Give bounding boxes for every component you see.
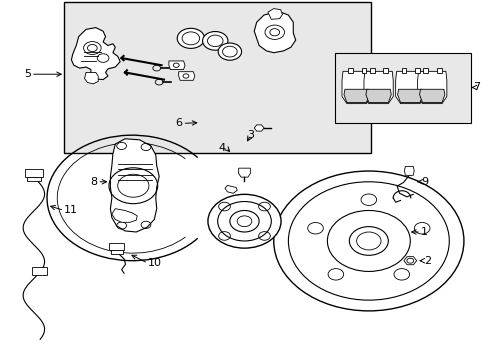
- Polygon shape: [84, 72, 98, 84]
- Bar: [109, 243, 124, 250]
- Bar: [27, 177, 41, 181]
- Polygon shape: [224, 185, 237, 193]
- Text: 1: 1: [420, 227, 427, 237]
- Text: 10: 10: [148, 258, 162, 268]
- Polygon shape: [254, 12, 295, 53]
- Text: 9: 9: [420, 177, 427, 187]
- Polygon shape: [71, 28, 120, 80]
- Polygon shape: [403, 257, 416, 265]
- Bar: [414, 68, 419, 73]
- Circle shape: [207, 194, 281, 248]
- Circle shape: [202, 32, 227, 50]
- Polygon shape: [168, 61, 184, 69]
- Circle shape: [327, 211, 409, 271]
- Text: 11: 11: [64, 206, 78, 216]
- Polygon shape: [238, 168, 250, 177]
- Text: 3: 3: [247, 130, 254, 140]
- Polygon shape: [365, 89, 390, 103]
- Bar: [111, 250, 123, 254]
- Polygon shape: [254, 125, 264, 131]
- Bar: [423, 68, 427, 73]
- Polygon shape: [178, 72, 194, 80]
- Text: 2: 2: [423, 256, 430, 266]
- Circle shape: [177, 28, 204, 48]
- Bar: [436, 68, 441, 73]
- Polygon shape: [419, 89, 444, 103]
- Bar: [383, 68, 387, 73]
- Bar: [25, 169, 42, 177]
- Polygon shape: [404, 166, 413, 175]
- Polygon shape: [397, 89, 422, 103]
- Text: 5: 5: [24, 69, 31, 79]
- Polygon shape: [395, 71, 424, 104]
- Bar: [347, 68, 352, 73]
- Text: 6: 6: [175, 118, 182, 128]
- Polygon shape: [267, 9, 282, 19]
- Circle shape: [273, 171, 463, 311]
- Bar: [361, 68, 366, 73]
- Polygon shape: [112, 209, 137, 222]
- Text: 4: 4: [219, 143, 225, 153]
- Circle shape: [218, 43, 241, 60]
- Polygon shape: [110, 139, 159, 232]
- Bar: [64, 3, 370, 153]
- Text: 8: 8: [90, 177, 97, 187]
- Polygon shape: [343, 89, 368, 103]
- Polygon shape: [341, 71, 370, 104]
- Bar: [401, 68, 406, 73]
- Polygon shape: [417, 71, 446, 104]
- Bar: [334, 53, 470, 123]
- Bar: [32, 267, 47, 275]
- Bar: [369, 68, 374, 73]
- Circle shape: [217, 202, 271, 241]
- Polygon shape: [363, 71, 392, 104]
- Text: 7: 7: [472, 82, 479, 93]
